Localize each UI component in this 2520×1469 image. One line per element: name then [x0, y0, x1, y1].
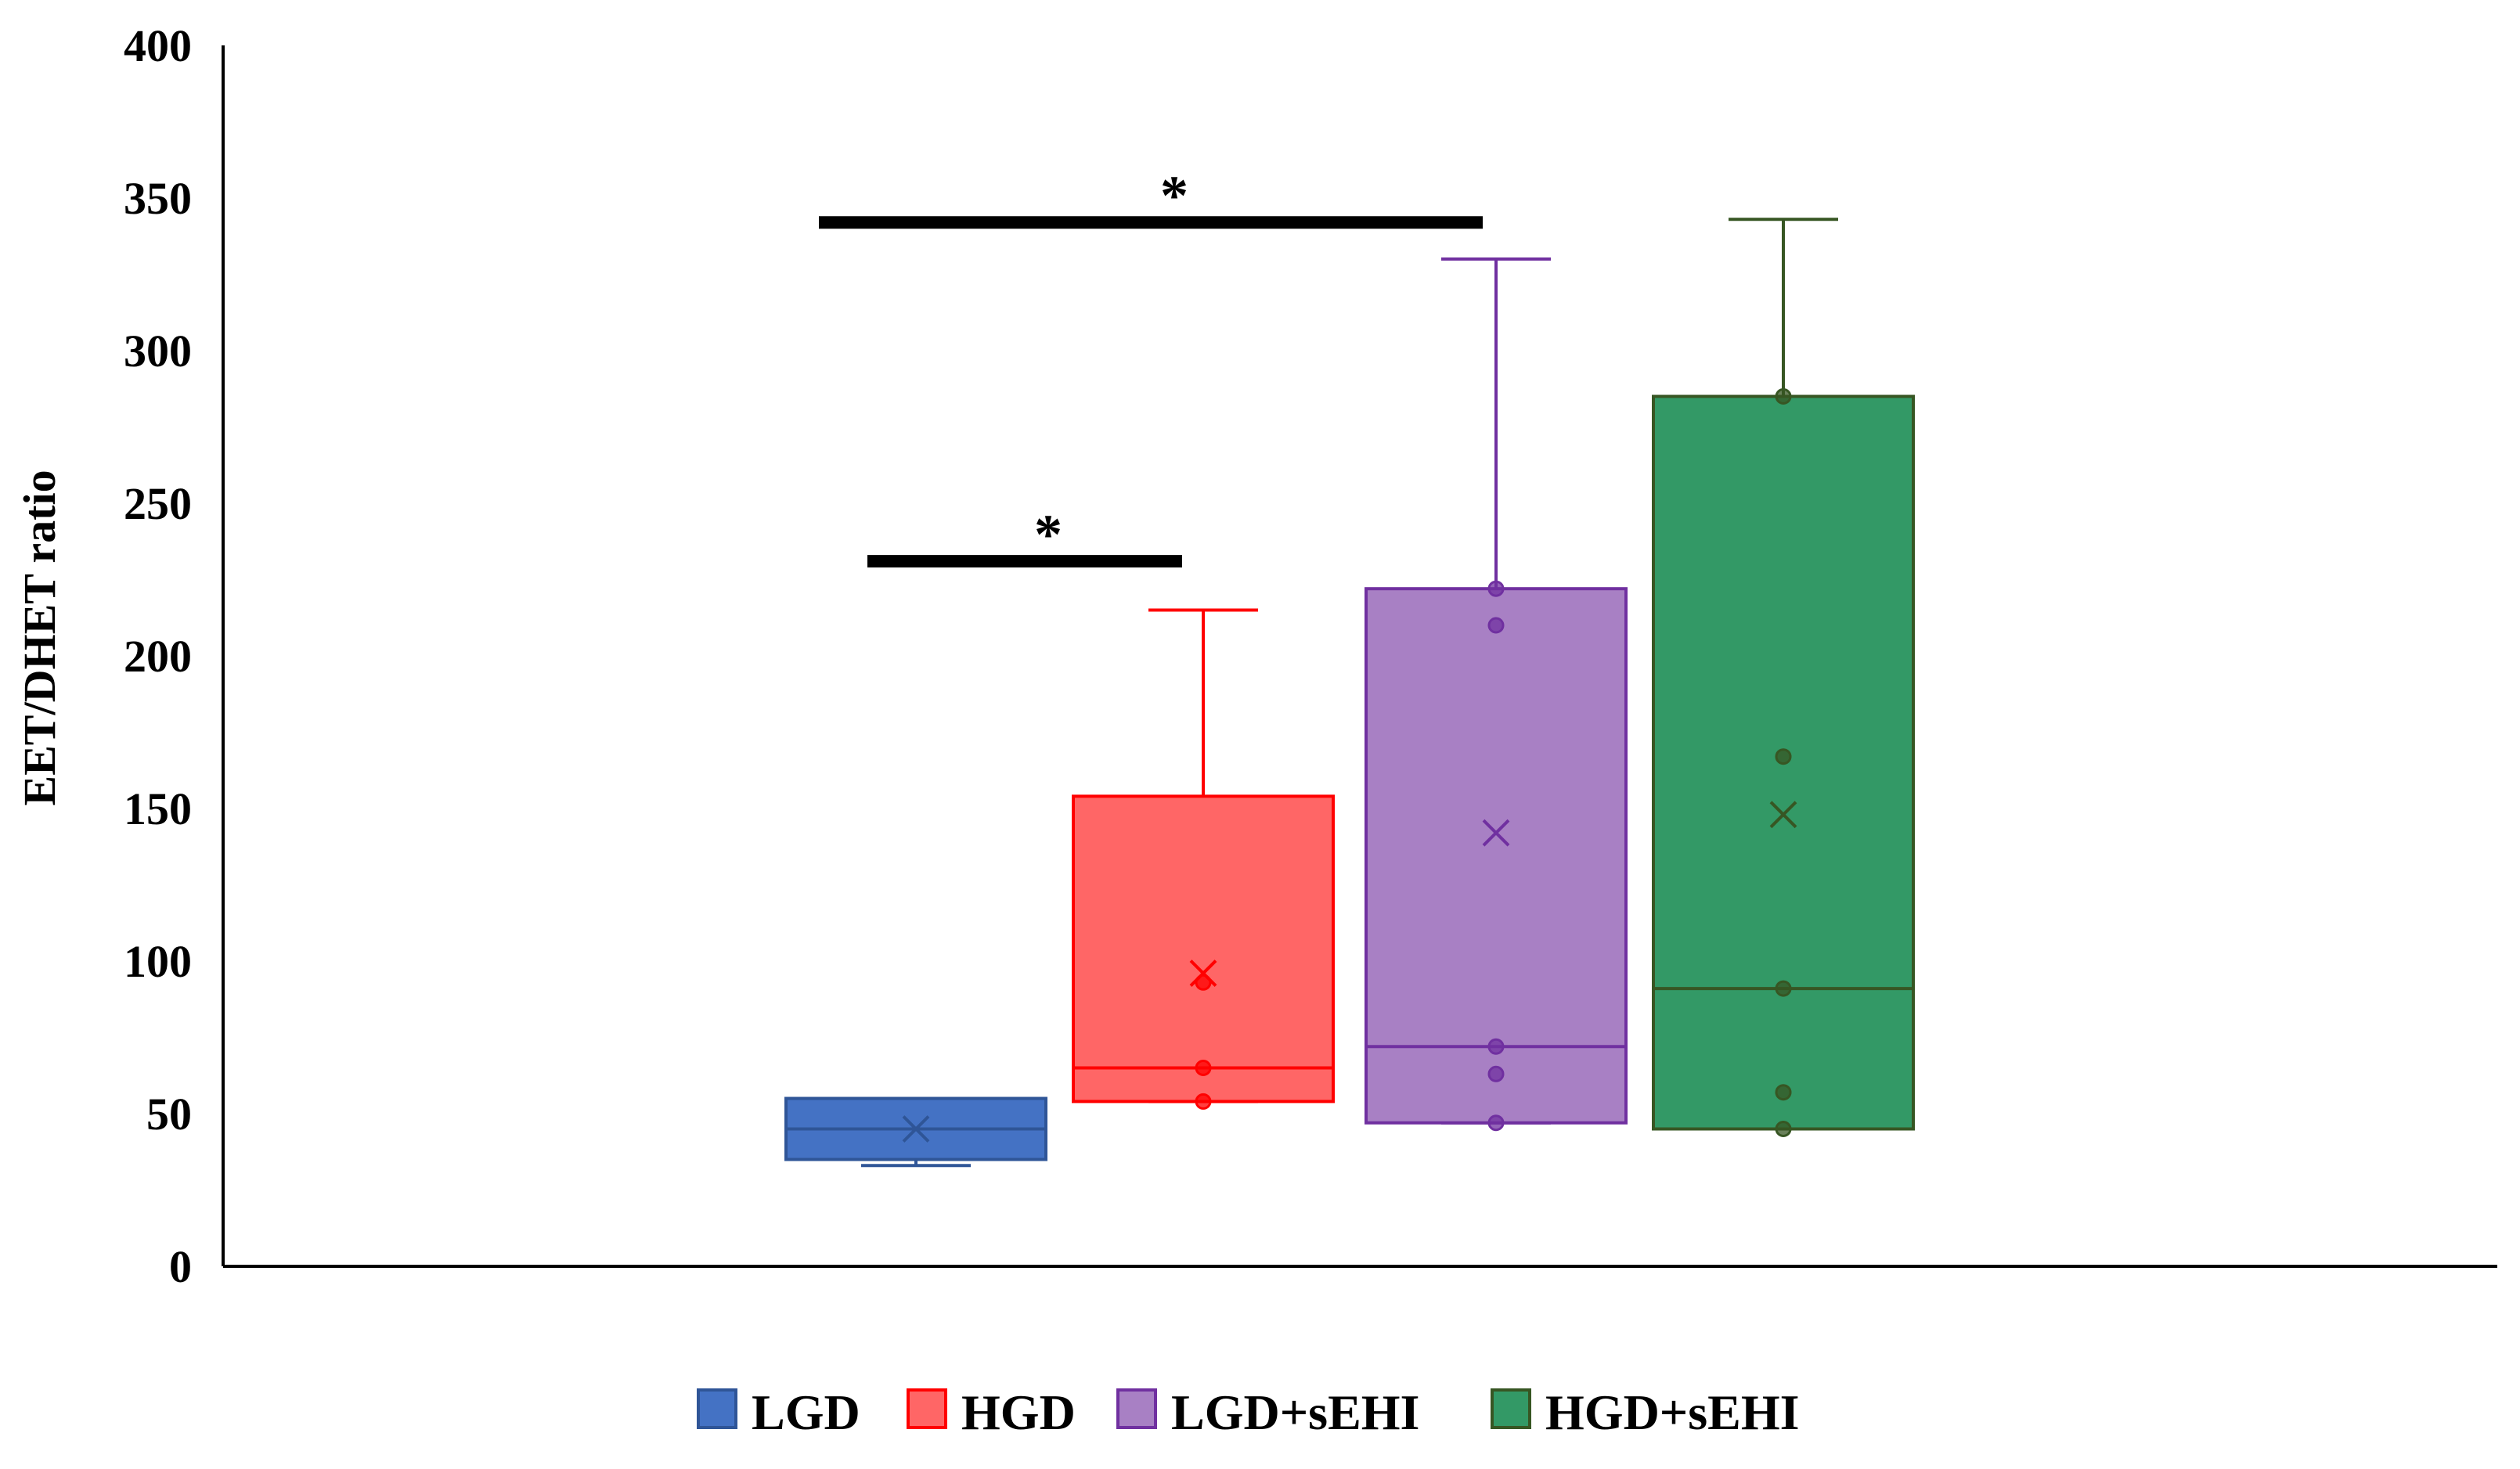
y-tick-label: 400 [124, 20, 192, 71]
box-iqr [1365, 587, 1628, 1125]
legend-label: HGD [961, 1384, 1076, 1440]
y-tick-label: 250 [124, 478, 192, 529]
box-plots [784, 218, 1915, 1168]
legend-item: HGD+sEHI [1491, 1384, 1800, 1440]
box-hgd-sehi [1652, 218, 1915, 1137]
data-point [1195, 1093, 1212, 1110]
data-point [1775, 1121, 1792, 1137]
legend-item: LGD+sEHI [1116, 1384, 1419, 1440]
axes [222, 45, 2497, 1268]
mean-marker [902, 1115, 930, 1143]
mean-marker [1769, 801, 1797, 829]
y-tick-label: 50 [146, 1089, 192, 1140]
legend-label: HGD+sEHI [1545, 1384, 1800, 1440]
box-hgd [1072, 608, 1335, 1110]
mean-marker [1189, 960, 1217, 988]
y-tick-label: 350 [124, 173, 192, 224]
data-point [1487, 1065, 1505, 1082]
data-point [1775, 1084, 1792, 1101]
data-point [1195, 1060, 1212, 1076]
y-tick-label: 300 [124, 326, 192, 376]
legend-label: LGD [752, 1384, 860, 1440]
box-lgd [784, 1096, 1047, 1168]
legend-swatch [1491, 1388, 1531, 1429]
data-point [1487, 617, 1505, 634]
legend-item: LGD [697, 1384, 860, 1440]
y-tick-label: 100 [124, 936, 192, 987]
data-point [1487, 580, 1505, 597]
data-point [1487, 1038, 1505, 1055]
data-point [1775, 980, 1792, 997]
legend-swatch [907, 1388, 947, 1429]
data-point [1775, 388, 1792, 405]
legend-label: LGD+sEHI [1171, 1384, 1419, 1440]
y-tick-label: 200 [124, 631, 192, 682]
y-tick-label: 150 [124, 783, 192, 834]
significance-label: * [1160, 164, 1188, 227]
box-lgd-sehi [1365, 257, 1628, 1132]
significance-bar: * [867, 503, 1182, 568]
significance-label: * [1034, 503, 1062, 566]
significance-bar: * [819, 164, 1483, 229]
legend-swatch [697, 1388, 737, 1429]
legend-swatch [1116, 1388, 1157, 1429]
box-iqr [1072, 794, 1335, 1104]
mean-marker [1482, 819, 1510, 847]
data-point [1775, 748, 1792, 765]
y-tick-label: 0 [169, 1241, 192, 1292]
data-point [1487, 1114, 1505, 1132]
legend-item: HGD [907, 1384, 1076, 1440]
y-tick-labels: 0 50 100 150 200 250 300 350 400 [124, 20, 192, 1292]
significance-annotations: ** [819, 164, 1483, 568]
legend: LGD HGD LGD+sEHI HGD+sEHI [697, 1384, 1800, 1440]
y-axis-title: EET/DHET ratio [14, 470, 65, 805]
